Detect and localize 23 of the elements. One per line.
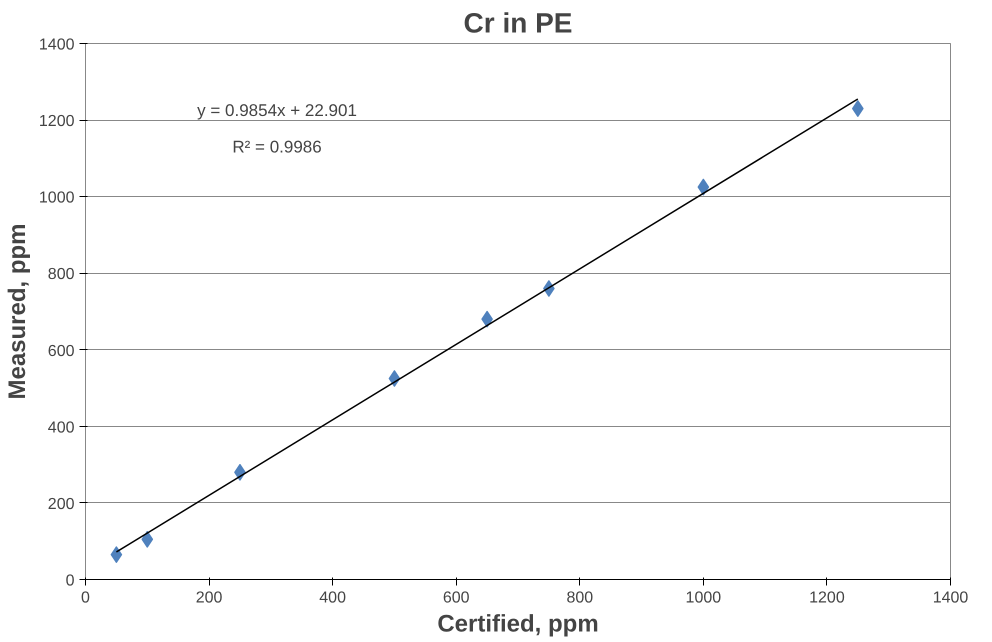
y-tick-label: 1000 xyxy=(38,190,75,207)
x-axis-title: Certified, ppm xyxy=(437,610,599,638)
y-tick-label: 1400 xyxy=(38,36,75,54)
y-tick-label: 200 xyxy=(48,496,75,513)
annotation: R² = 0.9986 xyxy=(232,137,322,156)
y-tick-label: 0 xyxy=(66,572,75,590)
chart-title: Cr in PE xyxy=(464,8,572,38)
x-tick-label: 1000 xyxy=(686,590,722,606)
point xyxy=(852,100,864,118)
y-tick-label: 400 xyxy=(48,419,75,436)
x-tick-label: 0 xyxy=(81,590,90,606)
y-tick-label: 800 xyxy=(48,266,75,284)
x-tick-label: 200 xyxy=(196,590,223,606)
point xyxy=(141,530,154,548)
y-tick-label: 600 xyxy=(48,342,75,360)
x-tick-label: 600 xyxy=(442,590,470,606)
x-tick-label: 400 xyxy=(319,590,346,606)
y-tick-label: 1200 xyxy=(38,113,75,130)
annotation: y = 0.9854x + 22.901 xyxy=(197,101,357,120)
y-axis-title: Measured, ppm xyxy=(4,223,31,400)
x-tick-label: 1400 xyxy=(932,590,968,606)
x-tick-label: 1200 xyxy=(809,590,845,606)
x-tick-label: 800 xyxy=(566,590,594,606)
